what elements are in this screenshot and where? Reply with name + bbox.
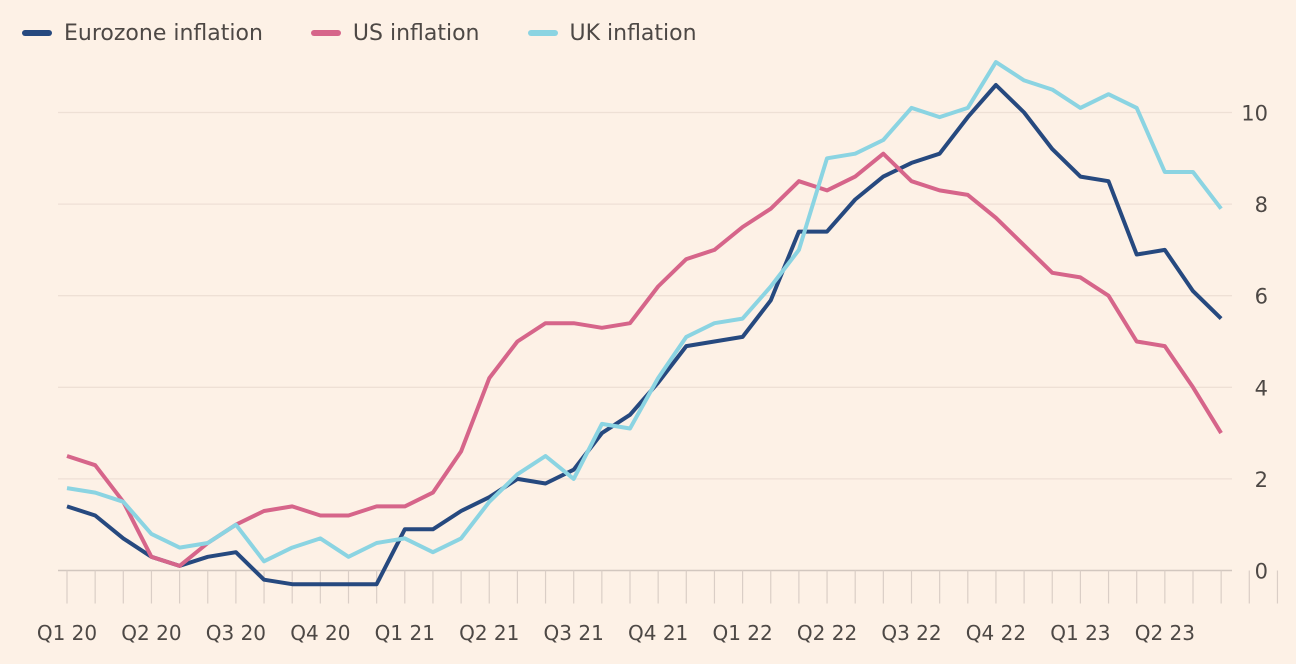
x-tick-label: Q3 21	[544, 621, 604, 645]
legend-label-uk: UK inflation	[569, 20, 697, 46]
x-tick-label: Q1 23	[1050, 621, 1110, 645]
legend-label-us: US inflation	[352, 20, 480, 46]
y-tick-label: 2	[1255, 468, 1268, 492]
y-axis: 0 2 4 6 8 10	[1241, 102, 1268, 584]
series-line-uk	[66, 60, 1223, 564]
legend-item-us: US inflation	[310, 20, 480, 46]
y-tick-label: 0	[1255, 560, 1268, 584]
series-line-eurozone	[66, 83, 1223, 587]
series-line-us	[66, 151, 1223, 568]
chart-grid	[58, 111, 1232, 572]
x-tick-label: Q3 22	[881, 621, 941, 645]
legend-swatch-eurozone	[22, 30, 52, 36]
legend-item-uk: UK inflation	[527, 20, 697, 46]
x-tick-label: Q4 21	[628, 621, 688, 645]
chart-legend: Eurozone inflation US inflation UK infla…	[22, 14, 745, 52]
x-tick-label: Q3 20	[206, 621, 266, 645]
x-tick-label: Q1 20	[37, 621, 97, 645]
y-tick-label: 6	[1255, 285, 1268, 309]
x-tick-label: Q2 21	[459, 621, 519, 645]
x-tick-label: Q4 20	[290, 621, 350, 645]
x-axis: Q1 20 Q2 20 Q3 20 Q4 20 Q1 21 Q2 21 Q3 21 Q4 21…	[37, 570, 1279, 645]
y-tick-label: 4	[1255, 376, 1268, 400]
y-tick-label: 10	[1241, 102, 1268, 126]
x-tick-label: Q2 22	[797, 621, 857, 645]
x-tick-label: Q1 21	[375, 621, 435, 645]
legend-swatch-us	[310, 30, 341, 36]
x-tick-label: Q1 22	[712, 621, 772, 645]
chart-series	[66, 60, 1223, 587]
y-tick-label: 8	[1255, 193, 1268, 217]
legend-item-eurozone: Eurozone inflation	[22, 21, 263, 46]
legend-label-eurozone: Eurozone inflation	[64, 20, 263, 46]
x-tick-label: Q4 22	[966, 621, 1026, 645]
legend-swatch-uk	[527, 30, 558, 36]
x-tick-label: Q2 20	[121, 621, 181, 645]
x-tick-label: Q2 23	[1135, 621, 1195, 645]
